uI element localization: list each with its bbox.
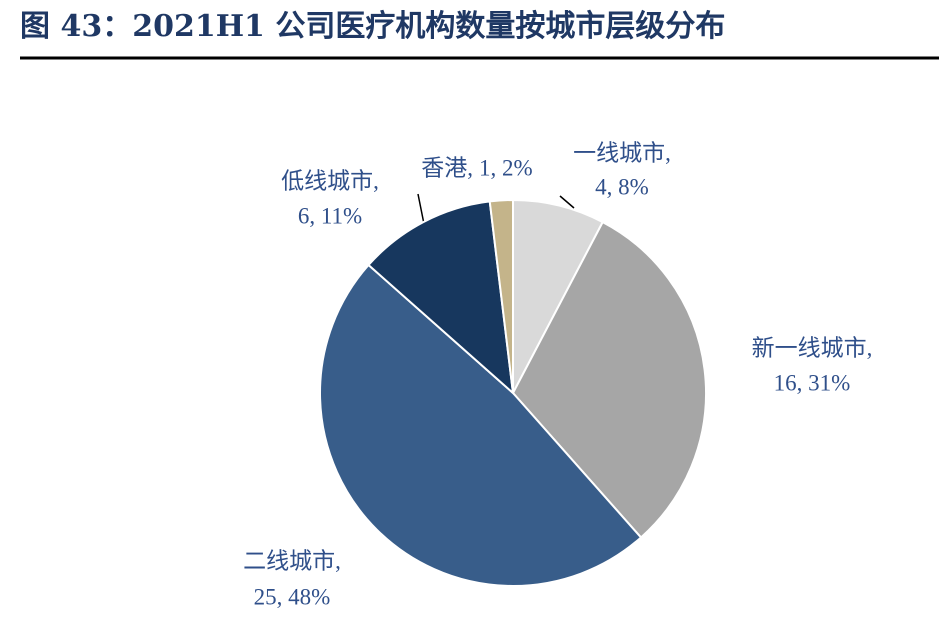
slice-label: 二线城市,: [243, 548, 341, 573]
value-label: 16, 31%: [774, 370, 851, 395]
pie-slice: [367, 200, 515, 396]
slice-label: 一线城市,: [573, 140, 671, 165]
leader-line: [417, 193, 425, 225]
value-label: 4, 8%: [595, 174, 649, 199]
chart-title: 图 43：2021H1 公司医疗机构数量按城市层级分布: [20, 9, 725, 44]
pie-slice: [512, 198, 605, 394]
pie-slice: [511, 220, 707, 539]
pie-slice: [488, 198, 514, 394]
slice-label: 低线城市,: [281, 168, 379, 193]
value-label: 25, 48%: [254, 584, 331, 609]
pie-slice: [319, 263, 643, 587]
value-label: 1, 2%: [479, 155, 533, 180]
value-label: 6, 11%: [298, 203, 362, 228]
slice-label: 香港,: [421, 155, 473, 180]
slice-label: 新一线城市,: [752, 335, 873, 360]
leader-line: [559, 195, 575, 209]
